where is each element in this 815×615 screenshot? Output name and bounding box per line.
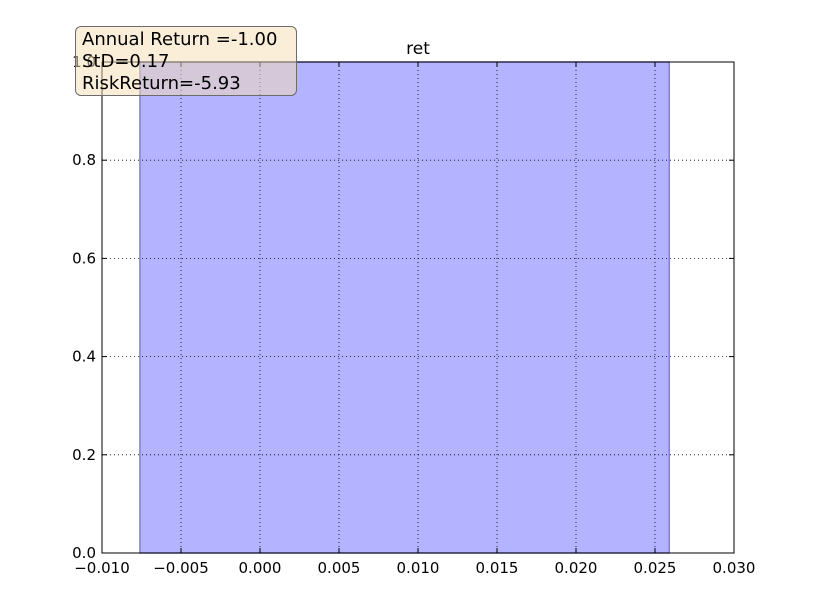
x-tick-label: 0.010 bbox=[397, 559, 440, 577]
x-tick-label: 0.030 bbox=[713, 559, 756, 577]
y-tick-label: 0.8 bbox=[72, 151, 96, 169]
x-tick-label: −0.005 bbox=[153, 559, 209, 577]
stats-annotation-box: Annual Return =-1.00 StD=0.17 RiskReturn… bbox=[75, 26, 297, 96]
x-tick-label: 0.015 bbox=[476, 559, 519, 577]
x-tick-label: −0.010 bbox=[74, 559, 130, 577]
x-tick-label: 0.005 bbox=[318, 559, 361, 577]
y-tick-label: 0.2 bbox=[72, 446, 96, 464]
area-series-0 bbox=[139, 61, 670, 554]
y-tick-label: 0.6 bbox=[72, 249, 96, 267]
x-tick-label: 0.025 bbox=[634, 559, 677, 577]
std-label: StD=0.17 bbox=[82, 51, 170, 72]
x-tick-label: 0.000 bbox=[239, 559, 282, 577]
risk-return-label: RiskReturn=-5.93 bbox=[82, 73, 241, 94]
y-tick-label: 0.4 bbox=[72, 348, 96, 366]
chart-title: ret bbox=[406, 39, 430, 59]
annual-return-label: Annual Return =-1.00 bbox=[82, 29, 278, 50]
x-tick-label: 0.020 bbox=[555, 559, 598, 577]
y-tick-label: 0.0 bbox=[72, 544, 96, 562]
